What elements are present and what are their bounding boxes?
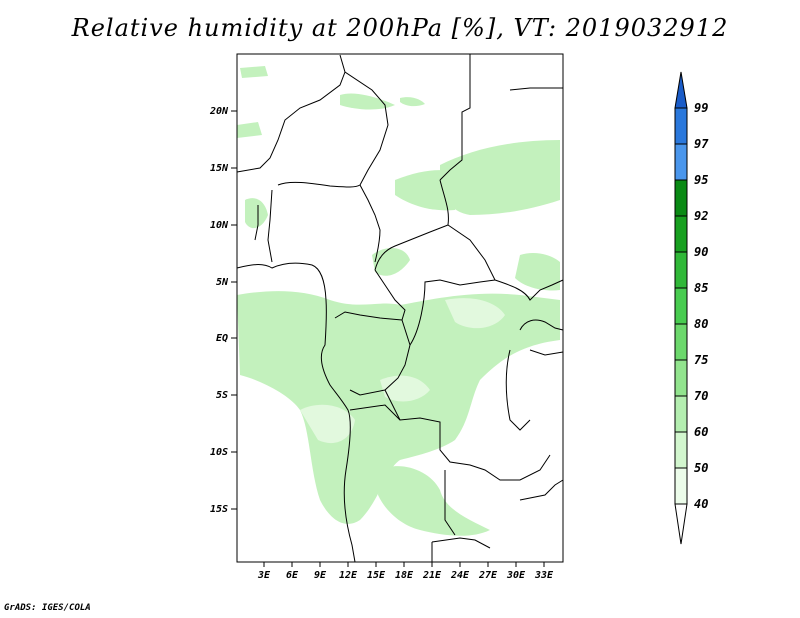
colorbar-bin-97-99 <box>674 107 688 145</box>
colorbar-bin-40-50 <box>674 467 688 505</box>
colorbar-label-70: 70 <box>694 389 708 403</box>
colorbar-label-97: 97 <box>694 137 709 151</box>
lat-label-10s: 10S <box>210 447 228 458</box>
coastline-borders <box>236 54 564 563</box>
colorbar-label-80: 80 <box>694 317 708 331</box>
lat-label-5s: 5S <box>216 390 228 401</box>
lon-label-3e: 3E <box>257 570 271 581</box>
lon-label-9e: 9E <box>314 570 327 581</box>
lon-label-21e: 21E <box>422 570 442 581</box>
colorbar-label-75: 75 <box>694 353 708 367</box>
lat-label-15s: 15S <box>210 504 228 515</box>
colorbar-bin-95-97 <box>674 143 688 181</box>
colorbar-bin-75-80 <box>674 323 688 361</box>
map-frame <box>236 53 564 563</box>
colorbar-label-50: 50 <box>694 461 708 475</box>
lat-label-20n: 20N <box>209 106 229 117</box>
colorbar: 99 97 95 92 90 85 80 75 70 60 50 40 <box>674 71 709 545</box>
lon-label-6e: 6E <box>286 570 299 581</box>
colorbar-bin-60-70 <box>674 395 688 433</box>
colorbar-bin-90-92 <box>674 215 688 253</box>
colorbar-bin-70-75 <box>674 359 688 397</box>
colorbar-label-40: 40 <box>694 497 708 511</box>
colorbar-label-60: 60 <box>694 425 708 439</box>
chart-title: Relative humidity at 200hPa [%], VT: 201… <box>71 14 729 42</box>
lon-label-27e: 27E <box>478 570 498 581</box>
colorbar-label-92: 92 <box>694 209 708 223</box>
colorbar-label-85: 85 <box>694 281 708 295</box>
colorbar-bin-85-90 <box>674 251 688 289</box>
lon-label-15e: 15E <box>367 570 386 581</box>
colorbar-label-90: 90 <box>694 245 708 259</box>
colorbar-top-arrow <box>674 71 688 109</box>
lon-label-12e: 12E <box>339 570 358 581</box>
latitude-axis: 20N 15N 10N 5N EQ 5S 10S 15S <box>209 106 237 515</box>
lon-label-24e: 24E <box>450 570 470 581</box>
lon-label-30e: 30E <box>506 570 526 581</box>
lat-label-15n: 15N <box>210 163 229 174</box>
lat-label-eq: EQ <box>216 333 228 344</box>
lon-label-33e: 33E <box>534 570 554 581</box>
colorbar-label-99: 99 <box>694 101 708 115</box>
lon-label-18e: 18E <box>395 570 414 581</box>
humidity-field <box>237 66 560 536</box>
colorbar-bottom-arrow <box>674 503 688 545</box>
colorbar-bin-92-95 <box>674 179 688 217</box>
grads-credit: GrADS: IGES/COLA <box>4 603 91 613</box>
longitude-axis: 3E 6E 9E 12E 15E 18E 21E 24E 27E 30E 33E <box>257 562 554 581</box>
lat-label-10n: 10N <box>210 220 229 231</box>
colorbar-label-95: 95 <box>694 173 708 187</box>
humidity-field-lighter <box>300 298 505 444</box>
colorbar-bin-50-60 <box>674 431 688 469</box>
colorbar-bin-80-85 <box>674 287 688 325</box>
lat-label-5n: 5N <box>216 277 229 288</box>
